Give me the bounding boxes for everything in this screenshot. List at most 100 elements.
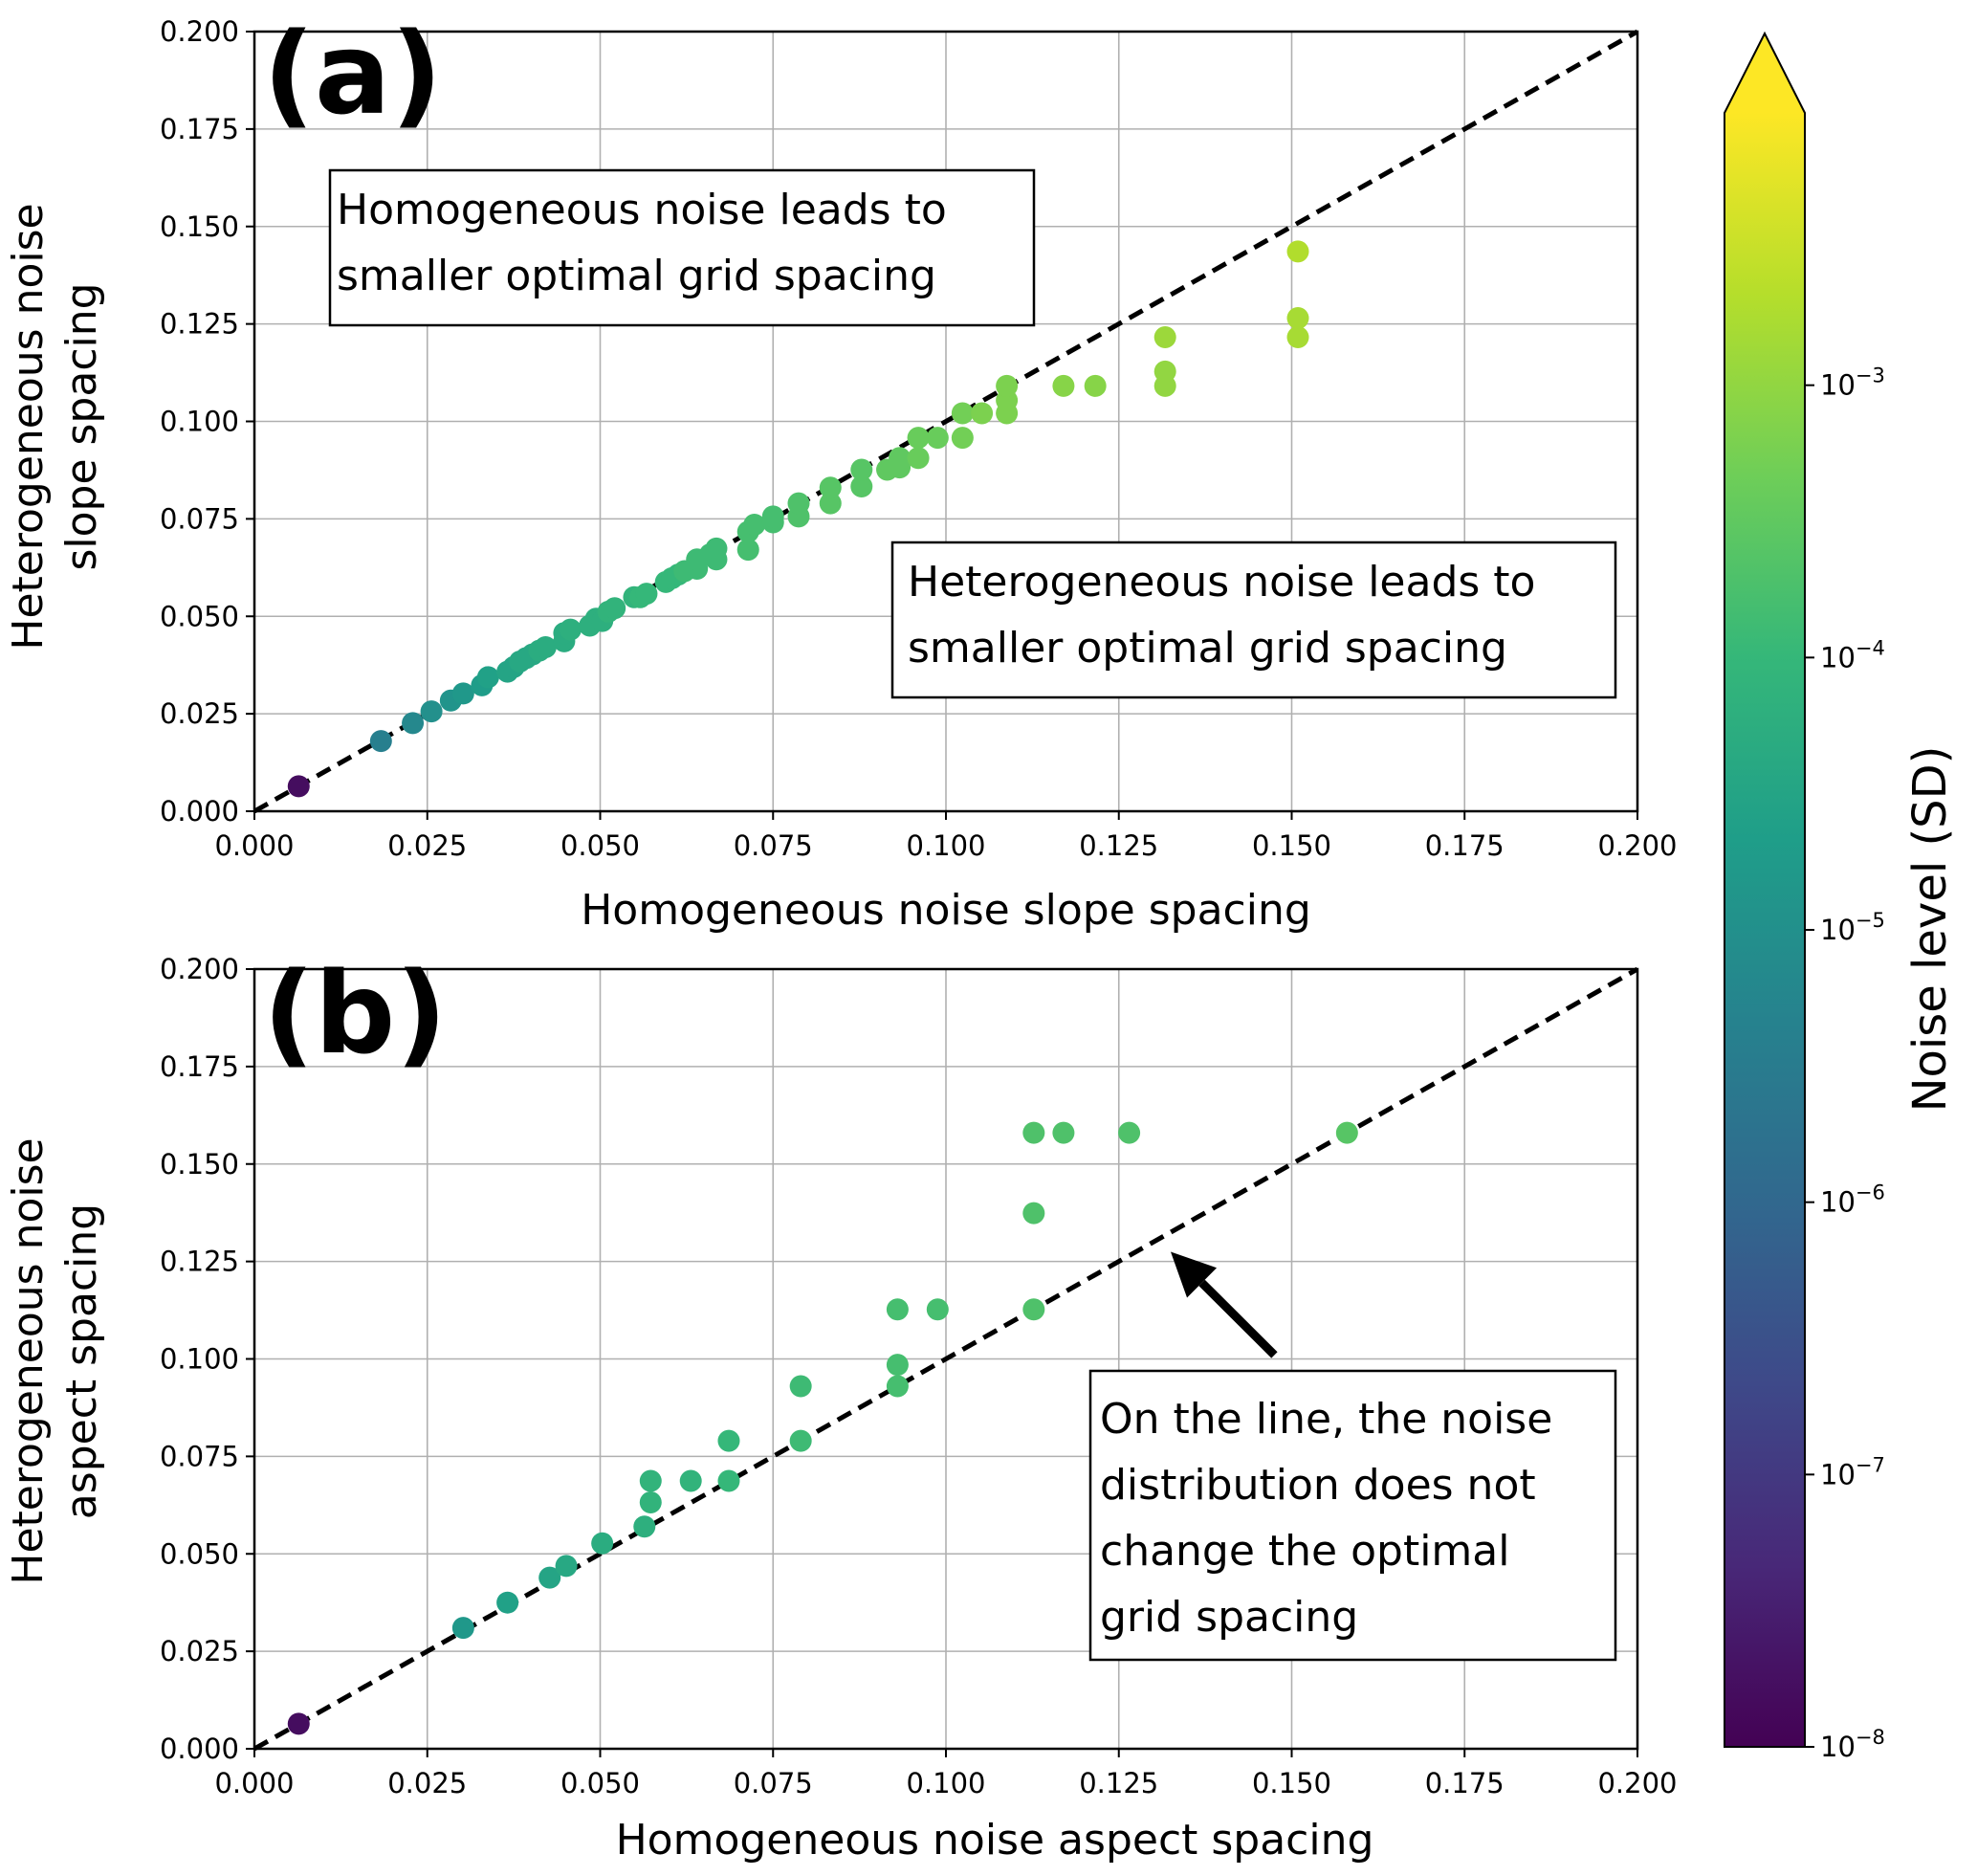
panel-a-y-ticks: 0.000 0.025 0.050 0.075 0.100 0.125 0.150 0.175… [160, 15, 254, 828]
x-tick-label: 0.175 [1425, 829, 1505, 862]
x-tick-label: 0.150 [1252, 829, 1331, 862]
annotation-line: smaller optimal grid spacing [908, 624, 1507, 673]
panel-b-y-label-line-2: aspect spacing [57, 1203, 106, 1519]
data-point [1153, 360, 1176, 383]
data-point [907, 427, 930, 450]
data-point [369, 730, 392, 753]
data-point [496, 1591, 519, 1614]
data-point [451, 1617, 474, 1640]
data-point [971, 402, 994, 425]
data-point [717, 1469, 740, 1492]
data-point [635, 583, 658, 606]
y-tick-label: 0.200 [160, 953, 239, 985]
data-point [761, 505, 784, 528]
colorbar-tick-label: 10−5 [1820, 909, 1885, 946]
data-point [886, 1354, 909, 1377]
annotation-line: change the optimal [1100, 1527, 1509, 1576]
panel-b-identity-line [253, 966, 1639, 1752]
annotation-line: distribution does not [1100, 1461, 1536, 1510]
panel-a-y-axis-label: Heterogeneous noise slope spacing [4, 203, 106, 650]
y-tick-label: 0.100 [160, 1343, 239, 1376]
data-point [633, 1515, 656, 1538]
x-tick-label: 0.175 [1425, 1767, 1505, 1799]
annotation-line: Homogeneous noise leads to [337, 186, 947, 234]
y-tick-label: 0.075 [160, 502, 239, 535]
data-point [287, 1712, 310, 1735]
data-point [926, 427, 949, 450]
data-point [951, 427, 974, 450]
colorbar-tick-label: 10−6 [1820, 1181, 1885, 1219]
data-point [1118, 1121, 1141, 1144]
y-tick-label: 0.025 [160, 1635, 239, 1667]
panel-b-y-axis-label: Heterogeneous noise aspect spacing [4, 1137, 106, 1584]
data-point [743, 513, 766, 536]
data-point [907, 447, 930, 470]
data-point [850, 475, 873, 498]
data-point [1335, 1121, 1358, 1144]
data-point [850, 458, 873, 481]
colorbar-extend-max-arrow [1724, 33, 1805, 113]
data-point [420, 700, 443, 723]
data-point [451, 682, 474, 705]
colorbar-tick-label: 10−4 [1820, 636, 1885, 673]
data-point [1084, 374, 1107, 397]
data-point [951, 402, 974, 425]
panel-b-y-label-line-1: Heterogeneous noise [4, 1137, 53, 1584]
data-point [717, 1429, 740, 1452]
data-point [591, 1532, 614, 1555]
data-point [1022, 1202, 1045, 1225]
arrow-head [1170, 1251, 1218, 1298]
y-tick-label: 0.000 [160, 1733, 239, 1765]
annotation-box [1088, 1369, 1617, 1662]
panel-a-annotation-heterogeneous: Heterogeneous noise leads to smaller opt… [890, 541, 1617, 699]
x-tick-label: 0.100 [906, 829, 985, 862]
x-tick-label: 0.075 [734, 829, 813, 862]
data-point [926, 1298, 949, 1321]
data-point [819, 476, 842, 499]
panel-b-arrow [1170, 1251, 1278, 1358]
data-point [736, 539, 759, 562]
panel-a: 0.000 0.025 0.050 0.075 0.100 0.125 0.150 0.175… [4, 8, 1678, 935]
y-tick-label: 0.175 [160, 1050, 239, 1083]
x-tick-label: 0.125 [1079, 1767, 1158, 1799]
data-point [889, 447, 912, 470]
panel-b-x-ticks: 0.000 0.025 0.050 0.075 0.100 0.125 0.150 0.175… [214, 1749, 1678, 1799]
y-tick-label: 0.025 [160, 697, 239, 730]
panel-b-annotation-on-line: On the line, the noise distribution does… [1088, 1369, 1617, 1662]
data-point [639, 1490, 662, 1513]
x-tick-label: 0.050 [560, 829, 640, 862]
colorbar-label-text: Noise level (SD) [1903, 746, 1957, 1113]
y-tick-label: 0.125 [160, 308, 239, 341]
data-point [534, 635, 557, 658]
panel-a-x-ticks: 0.000 0.025 0.050 0.075 0.100 0.125 0.150 0.175… [214, 811, 1678, 862]
x-tick-label: 0.150 [1252, 1767, 1331, 1799]
y-tick-label: 0.100 [160, 406, 239, 438]
data-point [1286, 307, 1309, 330]
data-point [639, 1469, 662, 1492]
x-tick-label: 0.025 [387, 829, 467, 862]
data-point [1052, 1121, 1075, 1144]
y-tick-label: 0.050 [160, 600, 239, 632]
data-point [789, 1375, 812, 1398]
colorbar-tick-label: 10−3 [1820, 364, 1885, 402]
colorbar-tick-label: 10−8 [1820, 1726, 1885, 1763]
x-tick-label: 0.200 [1597, 829, 1677, 862]
data-point [287, 775, 310, 798]
y-tick-label: 0.150 [160, 1148, 239, 1181]
data-point [787, 492, 810, 515]
annotation-box [890, 541, 1617, 699]
data-point [886, 1298, 909, 1321]
panel-a-annotation-homogeneous: Homogeneous noise leads to smaller optim… [328, 168, 1036, 327]
panel-a-x-axis-label: Homogeneous noise slope spacing [581, 886, 1311, 935]
panel-b: 0.000 0.025 0.050 0.075 0.100 0.125 0.150 0.175… [4, 947, 1678, 1865]
data-point [1153, 325, 1176, 348]
data-point [679, 1469, 702, 1492]
panel-b-x-axis-label: Homogeneous noise aspect spacing [616, 1816, 1374, 1865]
y-tick-label: 0.150 [160, 210, 239, 243]
annotation-box [328, 168, 1036, 327]
colorbar-ticks: 10−8 10−7 10−6 10−5 10−4 10−3 [1805, 364, 1885, 1763]
panel-b-y-ticks: 0.000 0.025 0.050 0.075 0.100 0.125 0.150 0.175… [160, 953, 254, 1765]
y-tick-label: 0.175 [160, 113, 239, 145]
data-point [996, 374, 1019, 397]
